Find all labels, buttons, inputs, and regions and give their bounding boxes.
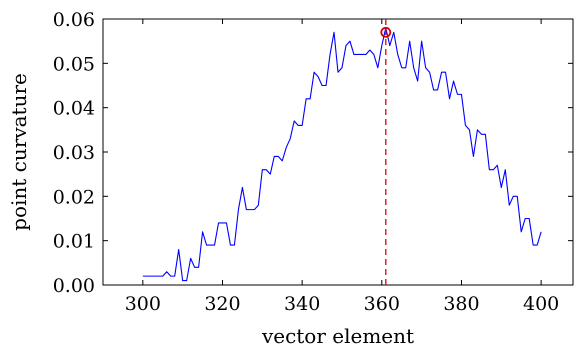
y-tick-label: 0.02 [53,186,95,208]
y-axis-ticks: 0.00 0.01 0.02 0.03 0.04 0.05 0.06 [53,9,573,297]
y-tick-label: 0.04 [53,98,95,120]
x-tick-label: 300 [125,293,161,315]
curvature-line [142,27,542,282]
plot-frame [102,18,574,286]
x-tick-label: 400 [523,293,559,315]
annotation-layer [380,19,392,285]
x-tick-label: 380 [443,293,479,315]
y-tick-label: 0.01 [53,231,95,253]
y-axis-label: point curvature [7,73,31,231]
x-tick-label: 340 [284,293,320,315]
y-tick-label: 0.06 [53,9,95,31]
y-tick-label: 0.03 [53,142,95,164]
series-layer [142,27,542,282]
y-tick-label: 0.00 [53,275,95,297]
x-tick-label: 360 [364,293,400,315]
x-axis-ticks: 300 320 340 360 380 400 [125,19,559,315]
peak-marker [380,26,392,38]
x-tick-label: 320 [204,293,240,315]
y-tick-label: 0.05 [53,53,95,75]
x-axis-label: vector element [261,324,414,348]
